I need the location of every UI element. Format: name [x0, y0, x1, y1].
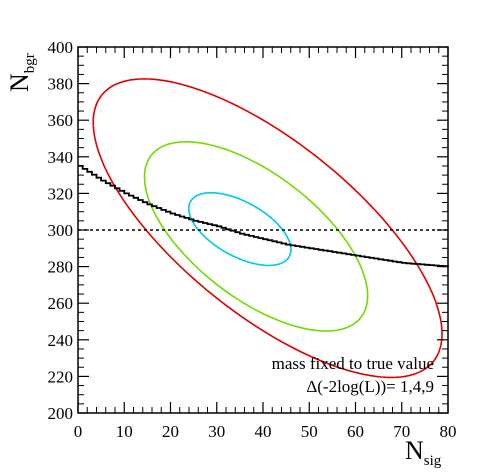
x-tick-label: 10	[116, 422, 133, 441]
contours	[92, 78, 443, 379]
x-tick-label: 40	[255, 422, 272, 441]
y-tick-label: 400	[48, 38, 74, 57]
y-axis-title-main: N	[5, 73, 34, 92]
x-axis-title-main: N	[405, 436, 424, 465]
x-tick-label: 60	[347, 422, 364, 441]
series-group	[78, 165, 449, 268]
y-tick-label: 320	[48, 184, 74, 203]
y-tick-label: 340	[48, 148, 74, 167]
y-axis-title: Nbgr	[5, 53, 38, 92]
x-tick-label: 50	[301, 422, 318, 441]
contour-level-1	[188, 192, 292, 267]
y-tick-label: 300	[48, 221, 74, 240]
annotation-line-2: Δ(-2log(L))= 1,4,9	[306, 377, 434, 396]
x-axis-title: Nsig	[405, 436, 442, 469]
x-tick-label: 30	[208, 422, 225, 441]
y-tick-label: 360	[48, 111, 74, 130]
x-tick-label: 80	[440, 422, 457, 441]
tick-labels: 0 10 20 30 40 50 60 70 80 200 220 240 260 280 300 320 34…	[48, 38, 457, 441]
y-tick-label: 240	[48, 331, 74, 350]
x-axis-title-sub: sig	[424, 453, 442, 469]
y-axis-title-sub: bgr	[22, 53, 38, 73]
y-tick-label: 280	[48, 258, 74, 277]
series-line-0	[78, 165, 449, 268]
ticks	[77, 46, 449, 414]
y-tick-label: 220	[48, 367, 74, 386]
y-tick-label: 260	[48, 294, 74, 313]
x-tick-label: 20	[162, 422, 179, 441]
y-tick-label: 380	[48, 75, 74, 94]
contour-level-4	[143, 141, 369, 332]
contour-level-9	[92, 78, 443, 379]
annotation-line-1: mass fixed to true value	[272, 354, 434, 373]
y-tick-label: 200	[48, 404, 74, 423]
x-tick-label: 70	[393, 422, 410, 441]
x-tick-label: 0	[74, 422, 83, 441]
